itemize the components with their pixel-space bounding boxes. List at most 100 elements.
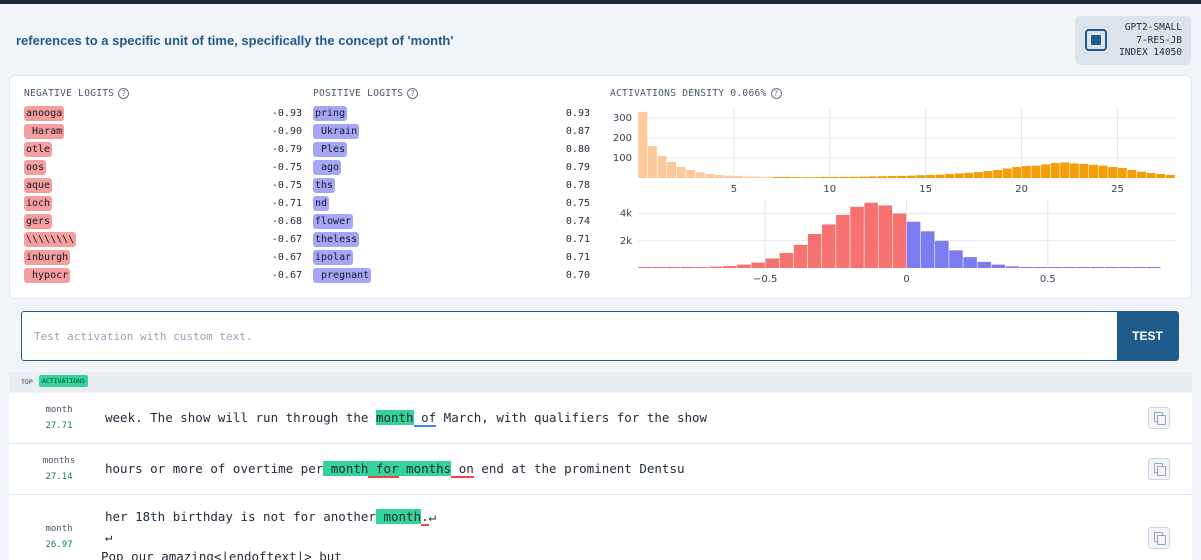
copy-icon[interactable]: [1148, 407, 1170, 429]
histogram-bar: [751, 262, 765, 268]
histogram-bar: [964, 172, 974, 178]
logit-value: 0.71: [565, 252, 590, 263]
top-activations-list: month 27.71 week. The show will run throug…: [9, 393, 1192, 560]
highlighted-token: month: [375, 410, 414, 425]
negative-logits-row: ioch -0.71: [24, 196, 302, 211]
x-tick-label: 0: [903, 274, 909, 285]
histogram-bar: [983, 171, 993, 178]
histogram-bar: [1050, 163, 1060, 178]
logit-token: nd: [313, 196, 330, 211]
histogram-bar: [1033, 267, 1048, 268]
highlighted-token: for: [368, 461, 399, 478]
histogram-bar: [892, 213, 907, 268]
histogram-bar: [836, 214, 850, 268]
logit-value: -0.93: [271, 108, 302, 119]
histogram-bar: [801, 177, 811, 178]
histogram-bar: [779, 253, 794, 268]
histogram-bar: [772, 177, 782, 178]
positive-logits-row: pregnant 0.70: [313, 268, 590, 283]
help-icon[interactable]: ?: [770, 88, 782, 99]
logit-token: ioch: [24, 196, 53, 211]
histogram-bar: [753, 176, 763, 178]
model-card[interactable]: GPT2-SMALL 7-RES-JB INDEX 14050: [1075, 16, 1191, 65]
logit-token: Ples: [313, 142, 348, 157]
x-tick-label: 25: [1111, 184, 1124, 195]
logit-value: 0.75: [565, 198, 590, 209]
test-button[interactable]: TEST: [1117, 312, 1178, 360]
histogram-bar: [949, 250, 963, 268]
histogram-bar: [1098, 165, 1108, 178]
positive-logits-row: nd 0.75: [313, 196, 590, 211]
x-tick-label: 5: [731, 184, 737, 195]
logit-token: Ukrain: [313, 124, 360, 139]
activations-density-chart: 100 200 300 5 10 15 20 25 2k 4k −0.5 0 0.5: [613, 108, 1175, 285]
histogram-bar: [686, 170, 696, 178]
histogram-bar: [973, 172, 983, 178]
x-tick-label: 10: [823, 184, 836, 195]
histogram-bar: [1012, 167, 1022, 178]
model-info: GPT2-SMALL 7-RES-JB INDEX 14050: [1119, 22, 1182, 60]
negative-logits-row: \\\\\\\\ -0.67: [24, 232, 302, 247]
context-text: on: [451, 461, 474, 478]
logit-token: Haram: [24, 124, 65, 139]
histogram-bar: [1146, 173, 1156, 178]
positive-logits-row: ipolar 0.71: [313, 250, 590, 265]
activations-badge[interactable]: ACTIVATIONS: [39, 375, 89, 387]
histogram-bar: [1156, 174, 1166, 178]
context-text: of: [413, 410, 437, 427]
test-activation-input[interactable]: [22, 312, 1118, 360]
help-icon[interactable]: ?: [118, 88, 130, 99]
logit-token: theless: [313, 232, 360, 247]
activations-density-title: ACTIVATIONS DENSITY 0.066%: [610, 88, 767, 99]
logit-value: -0.90: [271, 126, 302, 137]
negative-logits-title: NEGATIVE LOGITS: [24, 88, 115, 99]
logit-token: aque: [24, 178, 53, 193]
histogram-bar: [743, 176, 753, 178]
negative-logits-row: inburgh -0.67: [24, 250, 302, 265]
help-icon[interactable]: ?: [407, 88, 419, 99]
histogram-bar: [1069, 163, 1079, 178]
logit-value: -0.71: [271, 198, 302, 209]
logit-token: oos: [24, 160, 47, 175]
context-text: ↵: [428, 509, 437, 524]
histogram-bar: [878, 205, 893, 268]
histogram-bar: [680, 267, 695, 268]
highlighted-token: months: [398, 461, 452, 476]
positive-logits-row: ago 0.79: [313, 160, 590, 175]
activation-text-line: her 18th birthday is not for another mon…: [105, 507, 436, 527]
histogram-bar: [638, 112, 648, 178]
histogram-bar: [1165, 175, 1175, 178]
histogram-bar: [1079, 164, 1089, 178]
copy-icon[interactable]: [1148, 527, 1170, 549]
copy-icon[interactable]: [1148, 458, 1170, 480]
negative-logits-row: gers -0.68: [24, 214, 302, 229]
histogram-bar: [858, 176, 868, 178]
histogram-bar: [1104, 267, 1119, 268]
activation-value: 27.71: [45, 421, 73, 431]
logit-token: pring: [313, 106, 348, 121]
highlighted-token: month: [375, 509, 422, 524]
logit-token: \\\\\\\\: [24, 232, 77, 247]
section-label: TOP: [21, 378, 33, 386]
histogram-bar: [1127, 170, 1137, 178]
histogram-bar: [1019, 267, 1034, 268]
histogram-bar: [830, 177, 840, 178]
model-index: INDEX 14050: [1119, 47, 1182, 58]
logit-value: 0.71: [565, 234, 590, 245]
histogram-bar: [1108, 167, 1118, 178]
logits-panel: [9, 75, 1192, 299]
x-tick-label: 15: [919, 184, 932, 195]
y-tick-label: 100: [613, 153, 632, 164]
histogram-bar: [887, 176, 897, 178]
activation-row: months 27.14 hours or more of overtime per…: [9, 444, 1192, 495]
positive-logits-title: POSITIVE LOGITS: [313, 88, 404, 99]
histogram-bar: [954, 173, 964, 178]
histogram-bar: [1002, 168, 1012, 178]
positive-logits-row: theless 0.71: [313, 232, 590, 247]
histogram-bar: [839, 176, 849, 178]
activation-text: hours or more of overtime per month for …: [105, 459, 685, 479]
feature-description: references to a specific unit of time, s…: [16, 33, 454, 48]
model-layer: 7-RES-JB: [1136, 34, 1182, 46]
histogram-bar: [782, 177, 792, 178]
histogram-bar: [793, 244, 808, 268]
